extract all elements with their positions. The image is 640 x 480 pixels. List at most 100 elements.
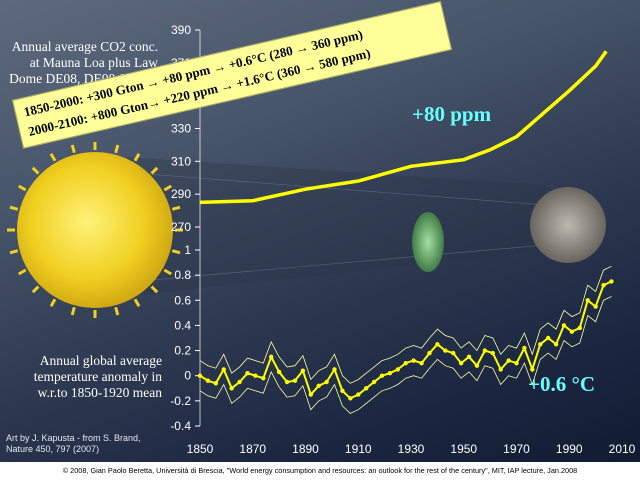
sun-ray: [133, 298, 141, 307]
temperature-point: [205, 378, 211, 383]
sun-ray: [171, 249, 181, 255]
temperature-increase-callout: +0.6 °C: [528, 372, 596, 396]
temperature-point: [569, 329, 575, 334]
temperature-point: [308, 392, 313, 397]
temperature-point: [300, 368, 306, 373]
credit-line: Art by J. Kapusta - from S. Brand,: [6, 433, 141, 443]
sun-ray: [150, 166, 159, 175]
temperature-tick-label: 0: [184, 369, 191, 383]
sun-ray: [70, 306, 76, 316]
sun-ray: [70, 144, 76, 154]
co2-tick-label: 290: [171, 187, 191, 201]
temperature-point: [601, 283, 606, 288]
temperature-point: [221, 367, 226, 372]
temperature-point: [324, 379, 329, 385]
co2-series-line: [199, 50, 608, 205]
temperature-point: [538, 342, 543, 347]
temperature-point: [261, 376, 266, 381]
sun-ray: [114, 144, 120, 154]
sun-ray: [150, 285, 159, 294]
space-illustration: [7, 142, 606, 318]
sun-ray: [163, 268, 172, 276]
sun-ray: [9, 205, 19, 211]
temperature-point: [443, 348, 448, 353]
temperature-y-ticks: -0.4 -0.2 0 0.2 0.4 0.6 0.8 1: [170, 243, 200, 433]
temperature-point: [363, 386, 369, 391]
temperature-point: [419, 360, 424, 366]
temperature-point: [292, 378, 298, 383]
temperature-point: [348, 396, 353, 401]
temperature-point: [435, 342, 440, 347]
co2-tick-label: 390: [171, 23, 191, 37]
temperature-tick-label: 0.8: [174, 268, 191, 282]
sun-ray: [171, 205, 181, 211]
temperature-point: [197, 373, 203, 378]
sun-ray: [31, 285, 40, 294]
temperature-point: [340, 388, 345, 393]
temperature-point: [482, 348, 488, 353]
art-credit: Art by J. Kapusta - from S. Brand, Natur…: [6, 433, 156, 455]
temperature-point: [316, 383, 321, 388]
temperature-tick-label: -0.2: [170, 394, 191, 408]
temperature-tick-label: 0.6: [174, 293, 191, 307]
temperature-point: [593, 304, 598, 309]
sun-icon: [17, 152, 173, 308]
x-tick-label: 1990: [556, 442, 583, 456]
moon-icon: [530, 187, 606, 263]
sun-rays: [7, 142, 183, 318]
temperature-tick-label: -0.4: [170, 419, 191, 433]
temperature-point: [253, 373, 258, 378]
sun-ray: [31, 166, 40, 175]
x-tick-label: 1970: [503, 442, 530, 456]
chart-area: 270290310330350370390 -0.4-0.200.20.40.6…: [7, 23, 614, 456]
temperature-point: [451, 350, 456, 356]
temperature-uncertainty-lines: [199, 265, 612, 414]
credit-line: Nature 450, 797 (2007): [6, 444, 100, 454]
temperature-tick-label: 0.4: [174, 318, 191, 332]
x-tick-label: 1890: [292, 442, 319, 456]
sun-ray: [18, 268, 27, 276]
temperature-tick-label: 1: [184, 243, 191, 257]
temperature-point: [332, 367, 337, 372]
copyright-footer: © 2008, Gian Paolo Beretta, Università d…: [0, 462, 640, 480]
temperature-point: [379, 373, 385, 378]
temperature-point: [514, 360, 519, 366]
x-tick-label: 1910: [345, 442, 372, 456]
temperature-point: [474, 363, 480, 368]
temperature-point: [276, 369, 282, 375]
orbit-line: [94, 244, 546, 286]
sun-ray: [163, 184, 172, 192]
x-tick-label: 1850: [187, 442, 214, 456]
sun-ray: [49, 298, 57, 307]
temperature-point: [466, 354, 472, 360]
temperature-point: [229, 386, 234, 391]
temperature-point: [427, 350, 432, 356]
sun-ray: [114, 306, 120, 316]
sun-ray: [49, 153, 57, 162]
temperature-point: [506, 358, 511, 363]
temperature-point: [269, 354, 274, 360]
x-tick-label: 1930: [398, 442, 425, 456]
x-tick-label: 1870: [239, 442, 266, 456]
temperature-point: [387, 371, 393, 376]
temperature-tick-label: 0.2: [174, 344, 191, 358]
co2-tick-label: 270: [171, 220, 191, 234]
temperature-point: [403, 360, 408, 366]
temperature-point: [522, 345, 527, 351]
temperature-point: [356, 392, 361, 397]
temperature-point: [498, 367, 503, 372]
temperature-description: Annual global average temperature anomal…: [33, 353, 162, 400]
co2-increase-callout: +80 ppm: [412, 102, 492, 126]
shadow-cone: [95, 155, 545, 300]
temperature-point: [585, 298, 590, 303]
temperature-point: [561, 323, 567, 328]
temperature-point: [237, 379, 242, 385]
temperature-point: [458, 360, 464, 366]
temperature-point: [553, 342, 559, 347]
temperature-point: [609, 279, 614, 284]
temperature-point: [395, 367, 401, 372]
temperature-point: [411, 358, 416, 363]
temperature-point: [245, 371, 250, 376]
temperature-points: [197, 279, 614, 401]
sun-ray: [18, 184, 27, 192]
